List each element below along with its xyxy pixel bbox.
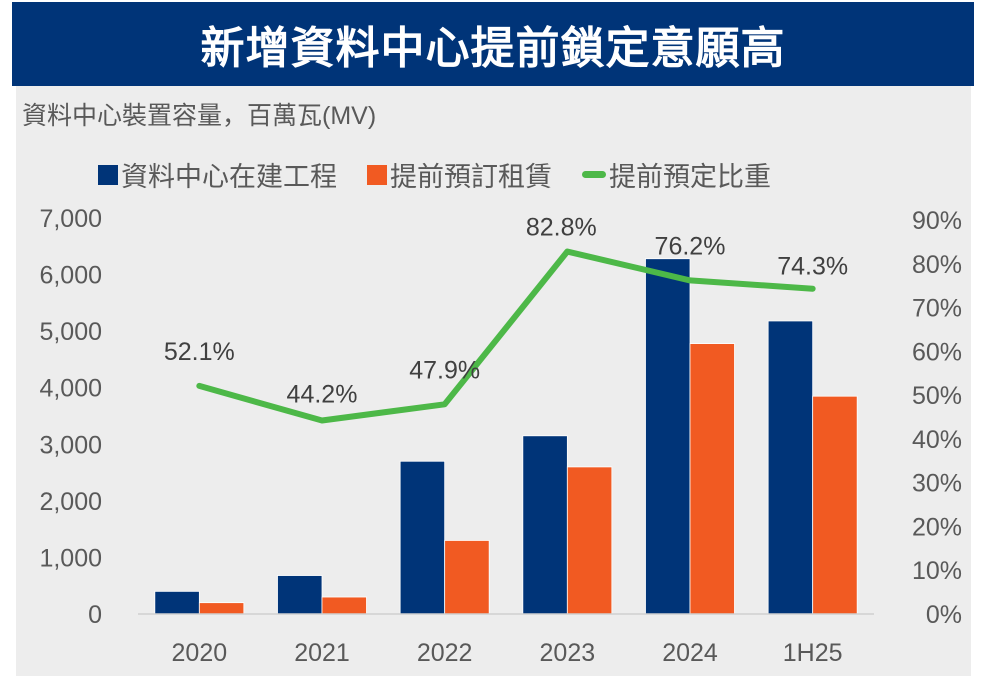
x-tick-label: 2021 [294, 639, 350, 667]
bar-preleased-2022 [444, 540, 490, 615]
bar-preleased-2021 [321, 596, 367, 615]
y-tick-label: 7,000 [39, 205, 102, 233]
y-tick-label: 1,000 [39, 544, 102, 572]
chart-title-banner: 新增資料中心提前鎖定意願高 [12, 2, 974, 86]
bar-preleased-2020 [198, 602, 245, 615]
line-preorder-ratio [196, 248, 816, 424]
legend-swatch-construction [98, 164, 118, 185]
bar-preleased-2023 [566, 466, 613, 615]
ratio-data-label: 76.2% [655, 232, 726, 260]
y2-tick-label: 0% [926, 601, 962, 629]
x-tick-label: 2023 [540, 639, 596, 667]
bar-preleased-1H25 [812, 395, 858, 615]
legend-label-construction: 資料中心在建工程 [121, 162, 337, 192]
y-tick-label: 0 [88, 601, 102, 629]
y2-tick-label: 20% [912, 513, 962, 541]
bar-construction-2023 [522, 435, 568, 615]
y2-tick-label: 70% [912, 295, 962, 323]
y2-tick-label: 80% [912, 251, 962, 279]
bar-preleased-2024 [689, 343, 735, 615]
legend-swatch-ratio [582, 171, 606, 178]
data-labels-layer: 52.1% 44.2% 47.9% 82.8% 76.2% 74.3% [164, 214, 848, 409]
legend-item-ratio: 提前預定比重 [582, 155, 771, 194]
bar-construction-2021 [277, 575, 323, 615]
ratio-data-label: 74.3% [777, 253, 848, 281]
y-tick-label: 4,000 [39, 375, 102, 403]
legend-item-construction: 資料中心在建工程 [98, 155, 337, 194]
bars-layer [154, 258, 858, 615]
bar-construction-2022 [399, 460, 446, 615]
chart-title: 新增資料中心提前鎖定意願高 [200, 24, 786, 73]
line-layer [196, 248, 816, 424]
bar-construction-2020 [154, 590, 200, 615]
x-tick-label: 2020 [172, 639, 228, 667]
y-tick-label: 6,000 [39, 262, 102, 290]
ticks-layer: 0 1,000 2,000 3,000 4,000 5,000 6,000 7,000 0% 10… [39, 205, 962, 667]
x-tick-label: 2022 [417, 639, 473, 667]
ratio-data-label: 47.9% [409, 356, 480, 384]
legend-item-preleased: 提前預訂租賃 [367, 155, 552, 194]
ratio-data-label: 82.8% [526, 214, 597, 242]
y2-tick-label: 10% [912, 557, 962, 585]
x-tick-label: 2024 [662, 639, 718, 667]
chart-subtitle: 資料中心裝置容量，百萬瓦(MV) [22, 102, 377, 130]
legend: 資料中心在建工程 提前預訂租賃 提前預定比重 [98, 155, 801, 194]
ratio-data-label: 52.1% [164, 338, 235, 366]
bar-construction-2024 [645, 258, 691, 615]
legend-label-ratio: 提前預定比重 [609, 162, 771, 192]
y-tick-label: 3,000 [39, 431, 102, 459]
bar-construction-1H25 [767, 320, 814, 615]
y2-tick-label: 40% [912, 426, 962, 454]
y2-tick-label: 90% [912, 207, 962, 235]
y-tick-label: 5,000 [39, 318, 102, 346]
y-tick-label: 2,000 [39, 488, 102, 516]
x-tick-label: 1H25 [783, 639, 843, 667]
legend-swatch-preleased [367, 164, 387, 185]
y2-tick-label: 30% [912, 470, 962, 498]
legend-label-preleased: 提前預訂租賃 [390, 162, 552, 192]
y2-tick-label: 50% [912, 382, 962, 410]
ratio-data-label: 44.2% [287, 381, 358, 409]
y2-tick-label: 60% [912, 338, 962, 366]
